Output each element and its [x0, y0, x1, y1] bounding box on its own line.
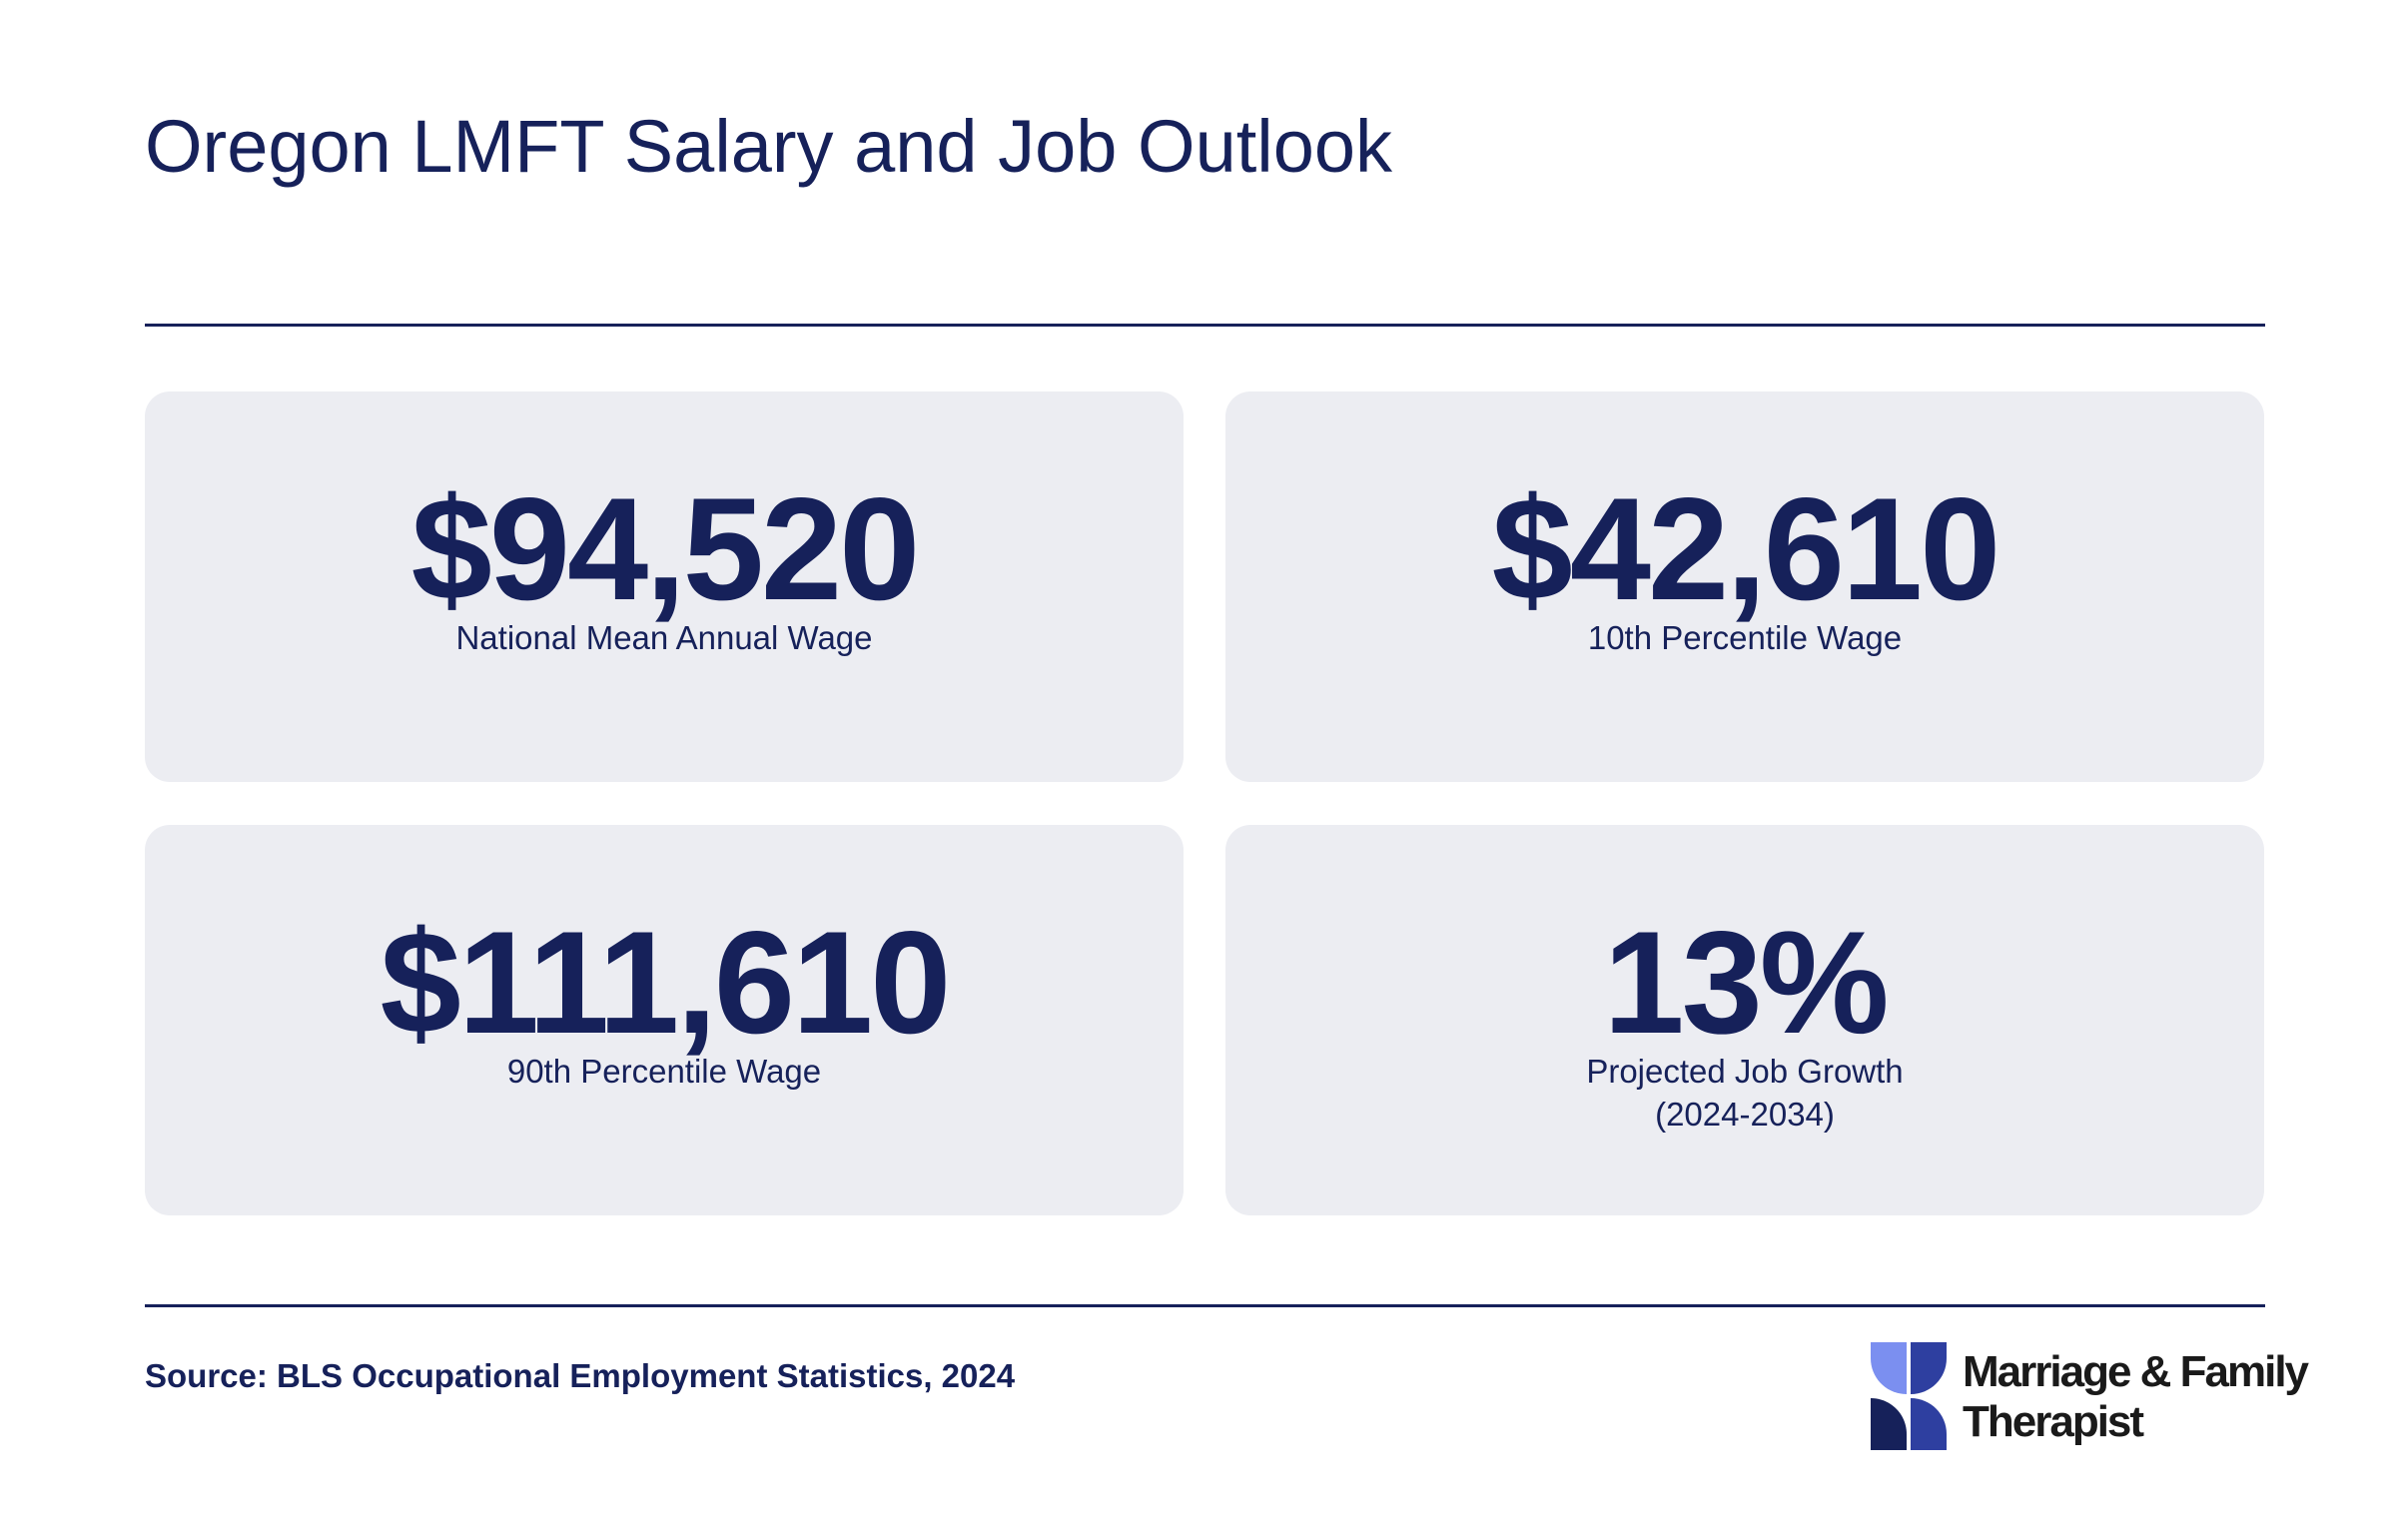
logo-text: Therapist	[1963, 1397, 2144, 1446]
divider	[145, 1304, 2265, 1307]
stat-label: (2024-2034)	[1655, 1096, 1835, 1133]
stat-card: $42,610 10th Percentile Wage	[1225, 391, 2264, 782]
stat-label: National Mean Annual Wage	[455, 619, 873, 656]
page-title: Oregon LMFT Salary and Job Outlook	[145, 105, 1393, 188]
stat-label: 10th Percentile Wage	[1587, 619, 1903, 656]
stat-value: 13%	[1603, 901, 1889, 1064]
stat-value: $42,610	[1491, 467, 2001, 630]
logo: Marriage & Family Therapist	[1871, 1342, 2309, 1450]
stat-card: 13% Projected Job Growth (2024-2034)	[1225, 825, 2264, 1215]
divider	[145, 324, 2265, 327]
logo-text: Marriage & Family	[1963, 1347, 2309, 1396]
source-note: Source: BLS Occupational Employment Stat…	[145, 1357, 1016, 1394]
stat-label: 90th Percentile Wage	[506, 1053, 822, 1090]
stat-card: $111,610 90th Percentile Wage	[145, 825, 1184, 1215]
stat-card: $94,520 National Mean Annual Wage	[145, 391, 1184, 782]
logo-icon	[1871, 1342, 1947, 1450]
stat-value: $111,610	[380, 901, 952, 1064]
stat-label: Projected Job Growth	[1586, 1053, 1904, 1090]
stat-value: $94,520	[410, 467, 921, 630]
